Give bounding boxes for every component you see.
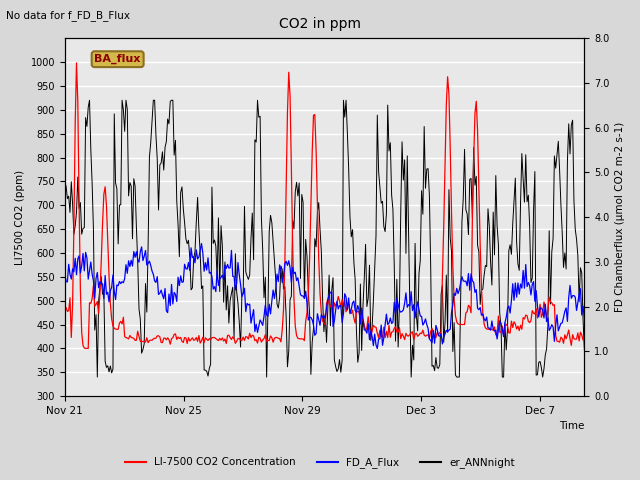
X-axis label: Time: Time bbox=[559, 421, 584, 432]
Text: BA_flux: BA_flux bbox=[95, 54, 141, 64]
Text: No data for f_FD_B_Flux: No data for f_FD_B_Flux bbox=[6, 10, 131, 21]
Y-axis label: LI7500 CO2 (ppm): LI7500 CO2 (ppm) bbox=[15, 169, 25, 265]
Text: CO2 in ppm: CO2 in ppm bbox=[279, 17, 361, 31]
Y-axis label: FD Chamberflux (μmol CO2 m-2 s-1): FD Chamberflux (μmol CO2 m-2 s-1) bbox=[615, 122, 625, 312]
Legend: LI-7500 CO2 Concentration, FD_A_Flux, er_ANNnight: LI-7500 CO2 Concentration, FD_A_Flux, er… bbox=[121, 453, 519, 472]
